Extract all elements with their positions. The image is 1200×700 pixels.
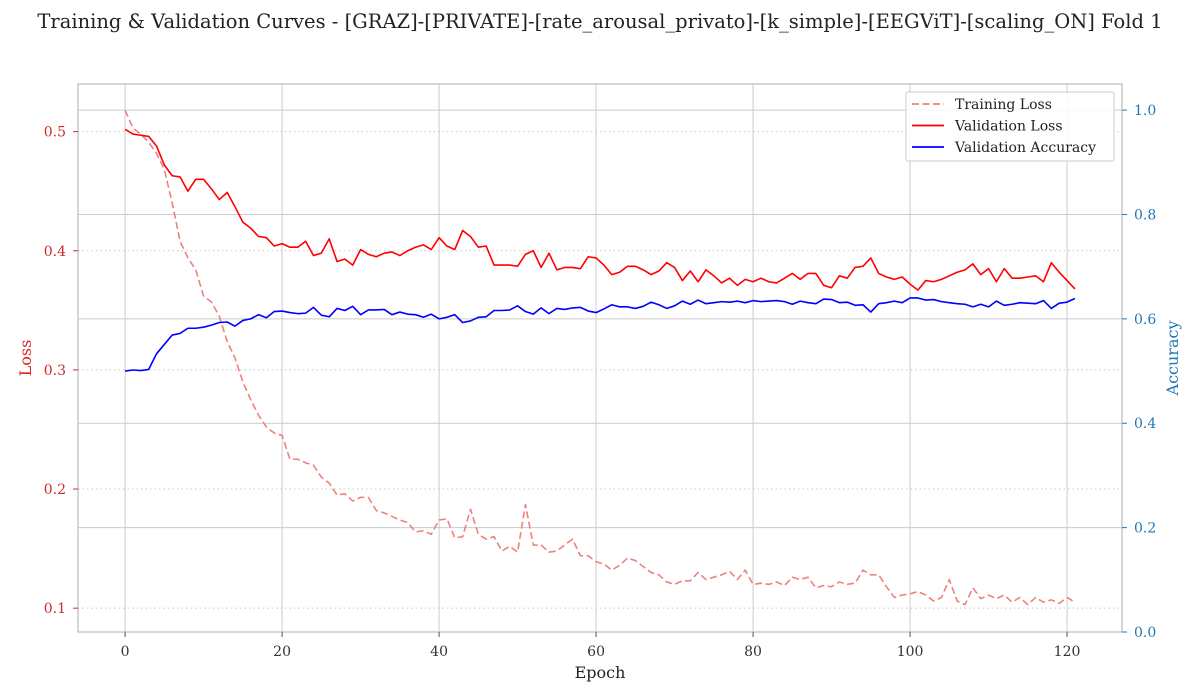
y-left-tick-label: 0.3 [44,363,66,379]
legend-label-validation-accuracy: Validation Accuracy [954,140,1096,156]
training-loss-line [124,109,1076,606]
y-right-tick-label: 0.4 [1134,416,1156,432]
x-tick-label: 60 [587,644,605,660]
x-tick-label: 40 [430,644,448,660]
validation-loss-line [124,128,1076,291]
x-tick-label: 120 [1054,644,1081,660]
axes-layer: 0 20 40 60 80 100 120 0.1 0.2 0.3 0.4 0.5 0.0 0.2 0.4 0… [16,83,1182,682]
legend-label-validation-loss: Validation Loss [954,119,1063,135]
y-right-tick-label: 0.6 [1134,312,1156,328]
x-axis-label: Epoch [575,663,626,682]
x-tick-label: 0 [121,644,130,660]
y-right-tick-label: 0.2 [1134,521,1156,537]
legend-label-training-loss: Training Loss [955,97,1052,113]
legend: Training Loss Validation Loss Validation A… [905,91,1115,162]
series-layer [124,109,1076,606]
legend-box [905,91,1115,162]
x-tick-label: 80 [744,644,762,660]
x-tick-label: 100 [897,644,924,660]
x-tick-label: 20 [273,644,291,660]
y-right-axis-label: Accuracy [1163,321,1182,397]
y-right-tick-label: 0.0 [1134,625,1156,641]
y-right-tick-label: 1.0 [1134,103,1156,119]
y-left-tick-label: 0.1 [44,601,66,617]
y-left-tick-label: 0.2 [44,482,66,498]
y-left-tick-label: 0.4 [44,244,66,260]
validation-accuracy-line [124,297,1076,372]
chart-title: Training & Validation Curves - [GRAZ]-[P… [37,10,1163,33]
y-right-tick-label: 0.8 [1134,207,1156,223]
y-left-axis-label: Loss [16,340,35,377]
plot-frame [77,83,1123,633]
y-left-tick-label: 0.5 [44,125,66,141]
